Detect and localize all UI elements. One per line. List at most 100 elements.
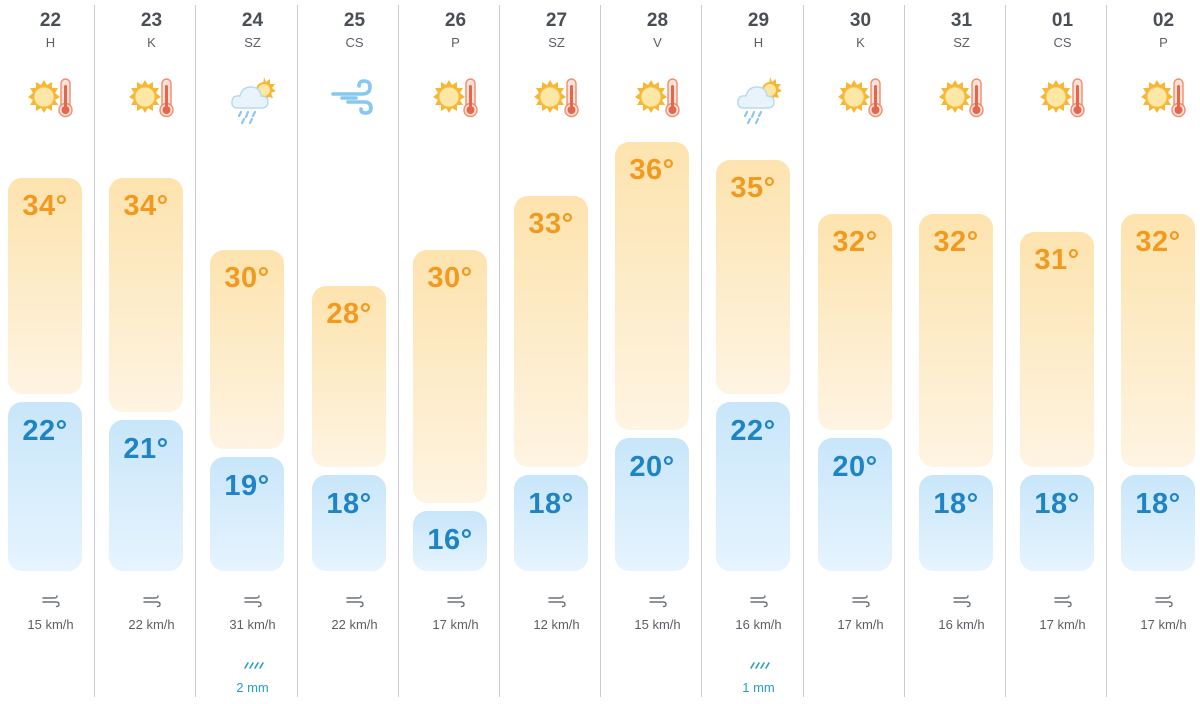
low-temp: 18° [326,488,372,520]
wind-icon [243,594,263,608]
low-temp: 16° [427,524,473,556]
forecast-day-28[interactable]: 28 V 36° 20° 15 km/h [607,0,708,704]
low-temp: 20° [629,451,675,483]
wind-speed: 12 km/h [533,617,580,632]
wind-icon [142,594,162,608]
high-temp-bar: 36° [615,142,689,430]
sun-thermometer-icon [1036,72,1090,126]
low-temp: 21° [123,433,169,465]
wind-speed: 22 km/h [128,617,175,632]
wind-speed: 31 km/h [229,617,276,632]
column-divider [600,5,601,697]
wind-icon [1154,594,1174,608]
wind-icon [547,594,567,608]
rain-icon [747,660,771,670]
day-weekday: P [451,35,460,50]
wind-speed: 16 km/h [938,617,985,632]
day-weekday: K [856,35,865,50]
day-weekday: H [753,35,764,50]
sun-thermometer-icon [24,72,78,126]
forecast-day-30[interactable]: 30 K 32° 20° 17 km/h [810,0,911,704]
wind-icon [41,594,61,608]
rain-amount: 1 mm [742,680,775,695]
rain-cloud-sun-icon [732,72,786,126]
column-divider [701,5,702,697]
wind-speed: 15 km/h [634,617,681,632]
forecast-day-31[interactable]: 31 SZ 32° 18° 16 km/h [911,0,1012,704]
forecast-day-22[interactable]: 22 H 34° 22° 15 km/h [0,0,101,704]
wind-icon [1053,594,1073,608]
day-date: 01 [1051,10,1074,31]
high-temp-bar: 32° [919,214,993,467]
low-temp-bar: 18° [514,475,588,571]
day-date: 23 [140,10,163,31]
wind-speed: 17 km/h [432,617,479,632]
low-temp: 22° [730,415,776,447]
low-temp-bar: 20° [818,438,892,571]
low-temp: 20° [832,451,878,483]
wind-icon [749,594,769,608]
low-temp: 19° [224,470,270,502]
day-weekday: CS [1053,35,1072,50]
sun-thermometer-icon [834,72,888,126]
low-temp-bar: 20° [615,438,689,571]
day-date: 27 [545,10,568,31]
day-date: 28 [646,10,669,31]
high-temp: 35° [730,172,776,204]
wind-icon [851,594,871,608]
low-temp-bar: 18° [919,475,993,571]
forecast-day-26[interactable]: 26 P 30° 16° 17 km/h [405,0,506,704]
wind-speed: 15 km/h [27,617,74,632]
low-temp: 18° [1135,488,1181,520]
forecast-day-24[interactable]: 24 SZ 30° 19° 31 km/h [202,0,303,704]
day-date: 22 [39,10,62,31]
column-divider [499,5,500,697]
high-temp: 30° [427,262,473,294]
high-temp-bar: 28° [312,286,386,467]
column-divider [803,5,804,697]
column-divider [195,5,196,697]
wind-icon [952,594,972,608]
high-temp: 33° [528,208,574,240]
column-divider [94,5,95,697]
high-temp: 32° [933,226,979,258]
low-temp-bar: 22° [8,402,82,571]
wind-speed: 16 km/h [735,617,782,632]
high-temp: 32° [832,226,878,258]
forecast-day-25[interactable]: 25 CS 28° 18° 22 km/h [304,0,405,704]
high-temp-bar: 35° [716,160,790,394]
forecast-day-27[interactable]: 27 SZ 33° 18° 12 km/h [506,0,607,704]
day-weekday: SZ [953,35,970,50]
high-temp-bar: 32° [818,214,892,430]
low-temp: 18° [1034,488,1080,520]
wind-speed: 17 km/h [1140,617,1187,632]
column-divider [1106,5,1107,697]
low-temp-bar: 18° [1121,475,1195,571]
high-temp: 31° [1034,244,1080,276]
day-date: 24 [241,10,264,31]
sun-thermometer-icon [1137,72,1191,126]
high-temp-bar: 31° [1020,232,1094,467]
day-weekday: V [653,35,662,50]
day-date: 02 [1152,10,1175,31]
wind-speed: 17 km/h [837,617,884,632]
sun-thermometer-icon [429,72,483,126]
day-date: 30 [849,10,872,31]
low-temp-bar: 16° [413,511,487,571]
column-divider [297,5,298,697]
high-temp-bar: 30° [210,250,284,449]
sun-thermometer-icon [125,72,179,126]
forecast-day-02[interactable]: 02 P 32° 18° 17 km/h [1113,0,1200,704]
wind-icon [648,594,668,608]
low-temp: 18° [933,488,979,520]
forecast-day-23[interactable]: 23 K 34° 21° 22 km/h [101,0,202,704]
day-weekday: P [1159,35,1168,50]
high-temp-bar: 34° [8,178,82,394]
low-temp-bar: 21° [109,420,183,571]
forecast-day-01[interactable]: 01 CS 31° 18° 17 km/h [1012,0,1113,704]
high-temp: 36° [629,154,675,186]
forecast-day-29[interactable]: 29 H 35° 22° 16 km/h [708,0,809,704]
day-date: 29 [747,10,770,31]
low-temp-bar: 18° [1020,475,1094,571]
high-temp-bar: 33° [514,196,588,467]
